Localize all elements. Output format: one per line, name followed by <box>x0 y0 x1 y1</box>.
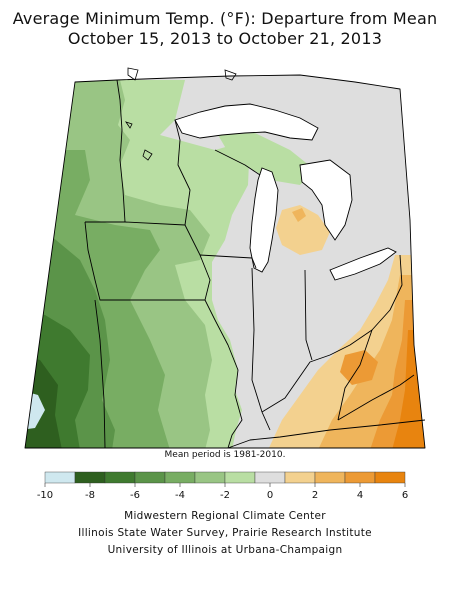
legend-tick-label: -2 <box>220 490 230 501</box>
legend-swatch <box>254 471 286 484</box>
legend-swatch <box>104 471 136 484</box>
lake-michigan <box>249 167 279 273</box>
legend-tick-label: -6 <box>130 490 140 501</box>
legend-tick-label: 6 <box>402 490 408 501</box>
coastline-detail <box>125 67 237 161</box>
legend-swatch <box>44 471 76 484</box>
great-lakes <box>174 103 397 281</box>
legend-tick-label: -10 <box>37 490 53 501</box>
color-legend: -10 -8 -6 -4 -2 0 2 4 6 <box>37 471 408 501</box>
legend-ticks: -10 -8 -6 -4 -2 0 2 4 6 <box>37 483 408 501</box>
legend-tick-label: -8 <box>85 490 95 501</box>
legend-tick-label: -4 <box>175 490 185 501</box>
credit-isws: Illinois State Water Survey, Prairie Res… <box>78 527 372 539</box>
lake-erie <box>329 247 397 281</box>
legend-tick-label: 4 <box>357 490 363 501</box>
lake-huron <box>299 159 353 241</box>
lake-superior <box>174 103 319 141</box>
state-boundaries <box>24 74 426 449</box>
credit-uiuc: University of Illinois at Urbana-Champai… <box>107 544 343 556</box>
legend-boxes <box>44 471 406 484</box>
map-title: Average Minimum Temp. (°F): Departure fr… <box>12 9 438 28</box>
legend-tick-label: 0 <box>267 490 273 501</box>
map-subtitle-dates: October 15, 2013 to October 21, 2013 <box>67 29 383 48</box>
legend-swatch <box>194 471 226 484</box>
legend-swatch <box>74 471 106 484</box>
legend-swatch <box>134 471 166 484</box>
credit-mrcc: Midwestern Regional Climate Center <box>124 510 326 522</box>
legend-swatch <box>344 471 376 484</box>
legend-tick-label: 2 <box>312 490 318 501</box>
temperature-departure-map <box>24 67 426 449</box>
legend-swatch <box>284 471 316 484</box>
legend-swatch <box>164 471 196 484</box>
legend-swatch <box>314 471 346 484</box>
legend-swatch <box>224 471 256 484</box>
mean-period-note: Mean period is 1981-2010. <box>164 450 286 460</box>
legend-swatch <box>374 471 406 484</box>
